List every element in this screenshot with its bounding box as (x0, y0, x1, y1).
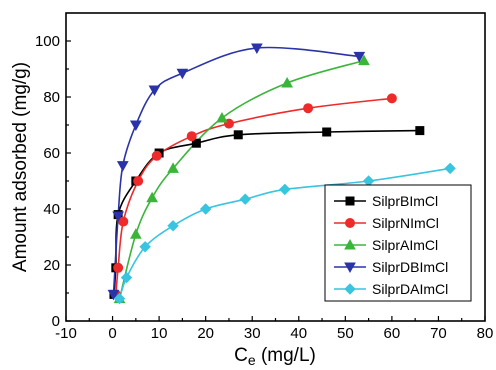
x-tick-label: 80 (477, 325, 494, 342)
data-point-square (191, 138, 201, 148)
legend-label: SilprBImCl (372, 193, 438, 209)
data-point-triangle-up (129, 228, 142, 239)
y-tick-label: 100 (35, 33, 60, 50)
data-point-circle (303, 103, 314, 114)
x-tick-label: 30 (244, 325, 261, 342)
data-point-triangle-down (112, 211, 124, 223)
x-tick-label: 40 (290, 325, 307, 342)
data-point-circle (151, 150, 162, 161)
data-point-triangle-down (251, 43, 263, 55)
data-point-triangle-down (353, 51, 366, 63)
data-point-diamond (239, 193, 251, 205)
legend-label: SilprNImCl (372, 215, 439, 231)
data-point-triangle-up (167, 162, 179, 173)
data-point-circle (386, 93, 397, 104)
y-tick-label: 40 (43, 201, 60, 218)
x-tick-label: 20 (197, 325, 214, 342)
x-axis-title: Ce (mg/L) (234, 345, 316, 368)
data-points (107, 43, 456, 305)
y-tick-label: 80 (43, 89, 60, 106)
data-point-square (415, 126, 425, 136)
legend-marker (345, 218, 355, 228)
x-tick-label: 10 (151, 325, 168, 342)
data-point-triangle-up (216, 111, 228, 123)
data-point-diamond (120, 271, 133, 284)
legend-marker (344, 262, 356, 274)
y-tick-label: 0 (52, 313, 60, 330)
data-point-circle (186, 131, 197, 142)
x-tick-label: -10 (55, 325, 77, 342)
data-point-triangle-down (148, 85, 161, 97)
legend-marker (344, 238, 356, 250)
data-point-triangle-down (129, 120, 142, 132)
x-tick-label: 70 (430, 325, 447, 342)
data-point-diamond (444, 162, 456, 175)
data-point-square (233, 130, 243, 140)
legend: SilprBImCl SilprNImCl SilprAImCl SilprDBImC… (324, 184, 472, 302)
fit-curve-triangle-down (112, 46, 360, 295)
data-point-square (322, 127, 332, 137)
data-point-diamond (139, 241, 151, 253)
data-point-diamond (279, 183, 291, 196)
data-point-diamond (167, 220, 179, 232)
data-point-diamond (113, 292, 126, 305)
y-tick-label: 60 (43, 145, 60, 162)
data-point-diamond (199, 203, 212, 215)
fit-curve-diamond (118, 167, 451, 299)
data-point-triangle-up (281, 76, 293, 88)
legend-label: SilprAImCl (372, 237, 438, 253)
legend-label: SilprDAImCl (372, 281, 448, 297)
x-tick-label: 50 (337, 325, 354, 342)
y-tick-label: 20 (43, 257, 60, 274)
x-tick-label: 0 (108, 325, 116, 342)
data-point-triangle-up (146, 191, 158, 203)
data-point-circle (133, 176, 144, 186)
x-tick-label: 60 (384, 325, 401, 342)
data-point-triangle-down (116, 161, 129, 172)
legend-label: SilprDBImCl (372, 259, 448, 275)
data-point-triangle-down (107, 289, 120, 301)
data-point-circle (113, 262, 124, 273)
data-point-circle (118, 216, 129, 227)
data-point-triangle-down (176, 68, 189, 80)
legend-marker (344, 283, 356, 295)
y-axis-title: Amount adsorbed (mg/g) (10, 62, 31, 272)
legend-marker (345, 196, 355, 206)
data-point-triangle-up (358, 54, 370, 66)
